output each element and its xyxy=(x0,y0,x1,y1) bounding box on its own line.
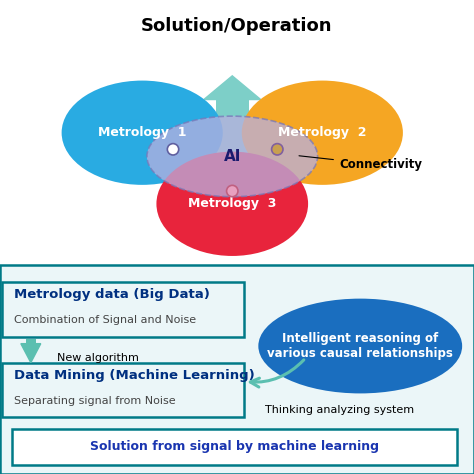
Text: Thinking analyzing system: Thinking analyzing system xyxy=(265,405,415,415)
Text: Solution from signal by machine learning: Solution from signal by machine learning xyxy=(90,440,379,453)
Text: Metrology  3: Metrology 3 xyxy=(188,197,276,210)
Text: Metrology  1: Metrology 1 xyxy=(98,126,186,139)
Text: Data Mining (Machine Learning): Data Mining (Machine Learning) xyxy=(14,369,255,382)
Text: AI: AI xyxy=(224,149,241,164)
Circle shape xyxy=(272,144,283,155)
Text: Metrology data (Big Data): Metrology data (Big Data) xyxy=(14,288,210,301)
Circle shape xyxy=(167,144,179,155)
FancyBboxPatch shape xyxy=(0,265,474,474)
Ellipse shape xyxy=(242,81,403,185)
Text: Metrology  2: Metrology 2 xyxy=(278,126,366,139)
Text: Solution/Operation: Solution/Operation xyxy=(141,17,333,35)
Bar xyxy=(216,100,249,175)
Ellipse shape xyxy=(156,152,308,256)
Polygon shape xyxy=(21,344,41,363)
Polygon shape xyxy=(204,76,261,100)
Ellipse shape xyxy=(258,299,462,393)
Circle shape xyxy=(227,185,238,197)
Ellipse shape xyxy=(62,81,223,185)
Ellipse shape xyxy=(147,116,318,197)
Text: Separating signal from Noise: Separating signal from Noise xyxy=(14,395,176,406)
Bar xyxy=(26,339,36,344)
Text: Combination of Signal and Noise: Combination of Signal and Noise xyxy=(14,315,196,325)
Text: New algorithm: New algorithm xyxy=(57,353,139,363)
FancyBboxPatch shape xyxy=(12,429,457,465)
Text: Connectivity: Connectivity xyxy=(299,156,422,171)
Text: Intelligent reasoning of
various causal relationships: Intelligent reasoning of various causal … xyxy=(267,332,453,360)
